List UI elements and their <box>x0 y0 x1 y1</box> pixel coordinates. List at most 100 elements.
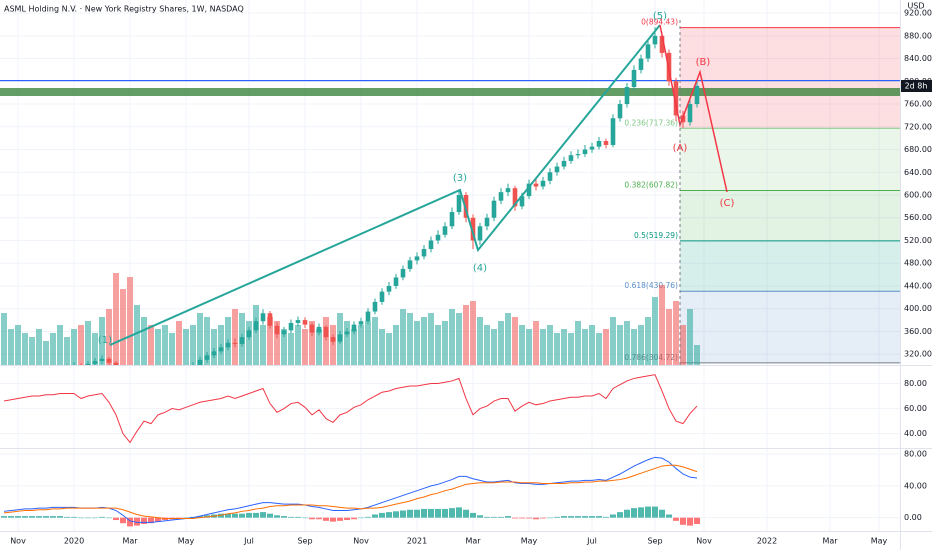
x-tick-label: Mar <box>822 537 838 546</box>
fib-label: 0.382(607.82) <box>624 181 678 190</box>
candle-body <box>421 249 427 257</box>
macd-histogram-bar <box>183 517 189 519</box>
y-tick-label: 880.00 <box>904 31 932 40</box>
volume-bar <box>8 329 14 365</box>
y-tick-label: 360.00 <box>904 327 932 336</box>
volume-bar <box>120 289 126 365</box>
candle-body <box>372 301 378 312</box>
volume-bar <box>204 317 210 365</box>
x-tick-label: 2020 <box>64 537 84 546</box>
macd-histogram-bar <box>344 517 350 521</box>
candle-body <box>645 44 651 59</box>
volume-bar <box>29 337 35 365</box>
macd-histogram-bar <box>589 516 595 518</box>
candle-body <box>386 285 392 292</box>
volume-bar <box>456 313 462 365</box>
macd-histogram-bar <box>379 512 385 518</box>
macd-histogram-bar <box>694 517 700 525</box>
macd-histogram-bar <box>568 516 574 518</box>
volume-bar <box>22 333 28 365</box>
wave-label: (B) <box>696 57 711 68</box>
rsi-line <box>3 374 698 444</box>
volume-bar <box>666 309 672 365</box>
candle-body <box>330 337 336 342</box>
macd-histogram-bar <box>554 516 560 518</box>
candle-body <box>253 321 259 331</box>
macd-histogram-bar <box>225 513 231 518</box>
volume-bar <box>659 285 665 365</box>
currency: USD <box>907 2 924 11</box>
candle-body <box>582 149 588 155</box>
volume-bar <box>351 329 357 365</box>
macd-histogram-bar <box>148 517 154 524</box>
volume-bar <box>302 329 308 365</box>
candle-body <box>575 154 581 156</box>
y-tick-label: 440.00 <box>904 281 932 290</box>
volume-bar <box>554 333 560 365</box>
macd-histogram-bar <box>547 517 553 519</box>
horizontal-band <box>0 88 900 96</box>
horizontal-line <box>0 80 900 82</box>
y-tick-label: 680.00 <box>904 145 932 154</box>
volume-bar <box>421 317 427 365</box>
volume-bar <box>183 329 189 365</box>
volume-bar <box>645 317 651 365</box>
volume-bar <box>50 333 56 365</box>
candle-body <box>484 217 490 227</box>
candle-body <box>456 195 462 213</box>
volume-bar <box>85 321 91 365</box>
macd-histogram-bar <box>78 517 84 519</box>
volume-bar <box>190 325 196 365</box>
volume-bar <box>309 321 315 365</box>
macd-histogram-bar <box>155 517 161 522</box>
volume-bar <box>631 329 637 365</box>
y-tick-label: 80.00 <box>904 450 927 459</box>
candle-body <box>631 69 637 87</box>
fib-label: 0.786(304.72) <box>624 353 678 362</box>
volume-bar <box>295 325 301 365</box>
macd-histogram-bar <box>260 512 266 518</box>
candle-body <box>687 104 693 123</box>
candle-body <box>617 104 623 119</box>
volume-bar <box>610 317 616 365</box>
macd-histogram-bar <box>246 512 252 518</box>
fib-label: 0.5(519.29) <box>634 231 678 240</box>
candle-body <box>554 166 560 173</box>
candle-body <box>274 325 280 335</box>
candle-body <box>442 226 448 235</box>
macd-histogram-bar <box>85 517 91 519</box>
candle-body <box>309 324 315 333</box>
volume-bar <box>512 317 518 365</box>
macd-histogram-bar <box>92 517 98 519</box>
candle-body <box>302 320 308 325</box>
macd-histogram-bar <box>477 515 483 518</box>
macd-line <box>3 456 698 523</box>
volume-bar <box>43 341 49 365</box>
volume-bar <box>617 325 623 365</box>
candle-body <box>519 196 525 207</box>
volume-bar <box>505 313 511 365</box>
volume-bar <box>1 313 7 365</box>
macd-histogram-bar <box>309 517 315 520</box>
candle-body <box>239 337 245 344</box>
candle-body <box>246 330 252 338</box>
volume-bar <box>386 333 392 365</box>
macd-histogram-bar <box>239 513 245 518</box>
volume-bar <box>470 301 476 365</box>
volume-bar <box>624 321 630 365</box>
macd-histogram-bar <box>638 507 644 518</box>
fib-zone <box>680 190 900 241</box>
candle-body <box>85 363 91 365</box>
price-tag <box>901 80 932 92</box>
candle-body <box>225 342 231 348</box>
volume-bar <box>127 277 133 365</box>
volume-bar <box>526 329 532 365</box>
macd-histogram-bar <box>197 516 203 518</box>
volume-bar <box>92 333 98 365</box>
x-tick-label: May <box>521 537 538 546</box>
candle-body <box>596 140 602 147</box>
volume-bar <box>533 321 539 365</box>
y-tick-label: 80.00 <box>904 379 927 388</box>
macd-histogram-bar <box>652 506 658 518</box>
candle-body <box>526 183 532 197</box>
